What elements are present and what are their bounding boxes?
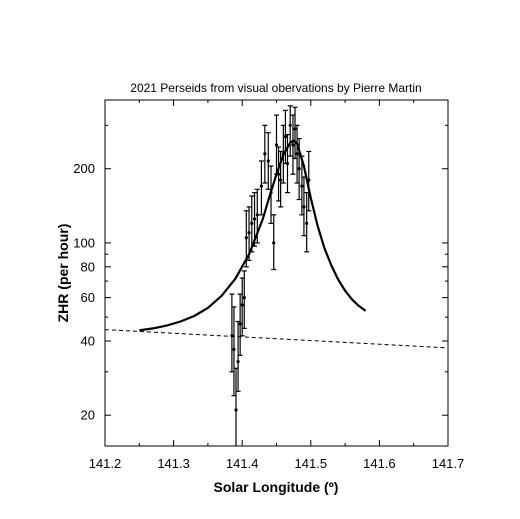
data-point xyxy=(302,205,306,209)
x-tick-label: 141.2 xyxy=(89,456,122,471)
data-point xyxy=(279,178,283,182)
data-point xyxy=(232,347,236,351)
data-point xyxy=(252,217,257,221)
y-axis: 20 40 60 80 100 200 xyxy=(73,124,448,423)
data-point xyxy=(305,221,309,225)
data-point xyxy=(297,167,301,171)
y-axis-title: ZHR (per hour) xyxy=(55,224,71,323)
data-point xyxy=(247,231,251,235)
baseline-dashed-line xyxy=(104,329,449,349)
x-axis: 141.2 141.3 141.4 141.5 141.6 141.7 xyxy=(89,100,465,471)
data-point xyxy=(274,143,279,147)
data-point xyxy=(242,295,246,300)
data-point xyxy=(250,221,254,225)
data-point xyxy=(293,127,297,131)
x-tick-label: 141.7 xyxy=(432,456,465,471)
fit-curve xyxy=(139,139,367,332)
data-point xyxy=(266,159,270,163)
data-point xyxy=(272,241,276,245)
chart-title: 2021 Perseids from visual obervations by… xyxy=(130,81,421,95)
y-tick-label: 200 xyxy=(73,161,95,176)
data-point xyxy=(236,359,240,364)
y-tick-label: 100 xyxy=(73,235,95,250)
data-point xyxy=(295,152,299,156)
data-point xyxy=(285,161,290,166)
data-point xyxy=(255,213,259,217)
data-point xyxy=(259,184,264,188)
y-tick-label: 80 xyxy=(81,259,95,274)
y-tick-label: 40 xyxy=(81,334,95,349)
data-point xyxy=(291,143,295,147)
data-point xyxy=(263,152,267,156)
plot-area xyxy=(104,105,449,446)
y-tick-label: 20 xyxy=(81,408,95,423)
y-tick-label: 60 xyxy=(81,290,95,305)
data-point xyxy=(300,184,304,188)
x-tick-label: 141.5 xyxy=(295,456,328,471)
x-tick-label: 141.6 xyxy=(363,456,396,471)
data-point xyxy=(238,322,242,326)
x-tick-label: 141.3 xyxy=(157,456,190,471)
x-tick-label: 141.4 xyxy=(226,456,259,471)
data-point xyxy=(288,123,292,127)
data-point xyxy=(234,408,238,412)
data-point xyxy=(240,303,244,307)
x-axis-title: Solar Longitude (º) xyxy=(214,479,339,495)
data-point xyxy=(283,134,288,139)
data-point xyxy=(244,236,248,240)
